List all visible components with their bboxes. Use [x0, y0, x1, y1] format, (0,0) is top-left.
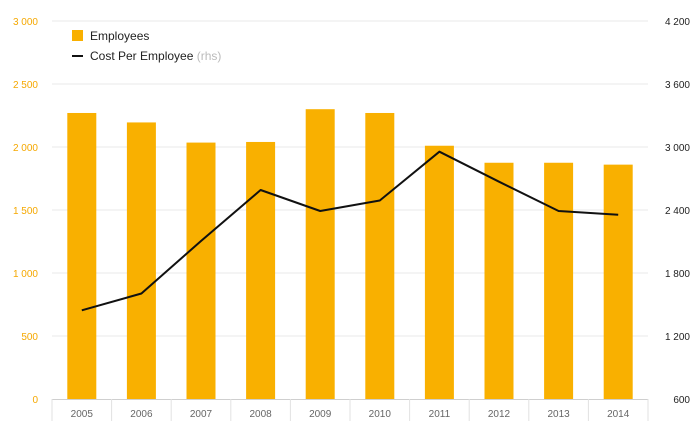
x-tick-label-2014: 2014	[607, 409, 630, 420]
legend-swatch-employees	[72, 30, 83, 41]
y-right-tick-label: 3 600	[665, 80, 690, 91]
bar-employees-2014	[603, 164, 633, 399]
y-right-tick-label: 1 800	[665, 269, 690, 280]
y-left-tick-label: 3 000	[13, 17, 38, 28]
x-tick-label-2009: 2009	[309, 409, 332, 420]
y-right-tick-label: 3 000	[665, 143, 690, 154]
x-tick-label-2005: 2005	[71, 409, 94, 420]
legend-label-employees: Employees	[90, 29, 149, 43]
legend-label-rhs-suffix: (rhs)	[197, 49, 222, 63]
x-tick-label-2006: 2006	[130, 409, 153, 420]
y-right-tick-label: 4 200	[665, 17, 690, 28]
bar-series-employees	[67, 109, 633, 400]
line-cost-per-employee	[81, 150, 619, 312]
y-right-tick-label: 2 400	[665, 206, 690, 217]
y-left-tick-label: 1 000	[13, 269, 38, 280]
bar-employees-2009	[305, 109, 335, 399]
bar-employees-2008	[246, 141, 276, 399]
legend-label-cost-per-employee: Cost Per Employee (rhs)	[90, 49, 221, 63]
bar-employees-2011	[424, 145, 454, 399]
y-left-tick-label: 2 500	[13, 80, 38, 91]
line-series-cost-per-employee	[81, 150, 619, 312]
x-tick-label-2010: 2010	[369, 409, 392, 420]
legend-label-cost-per-employee-name: Cost Per Employee	[90, 49, 194, 63]
bar-employees-2007	[186, 142, 216, 399]
x-tick-label-2012: 2012	[488, 409, 511, 420]
y-left-tick-label: 500	[21, 332, 38, 343]
y-right-tick-label: 1 200	[665, 332, 690, 343]
y-left-tick-label: 2 000	[13, 143, 38, 154]
x-tick-label-2013: 2013	[547, 409, 570, 420]
legend: Employees Cost Per Employee (rhs)	[72, 29, 221, 63]
x-tick-label-2008: 2008	[249, 409, 272, 420]
x-tick-label-2007: 2007	[190, 409, 213, 420]
bar-employees-2010	[365, 112, 395, 399]
bar-employees-2005	[67, 112, 97, 399]
x-tick-label-2011: 2011	[429, 409, 451, 420]
y-right-tick-label: 600	[673, 395, 690, 406]
bar-employees-2012	[484, 162, 514, 399]
y-left-tick-label: 1 500	[13, 206, 38, 217]
bar-employees-2006	[126, 122, 156, 400]
bar-employees-2013	[544, 162, 574, 399]
y-left-tick-label: 0	[32, 395, 38, 406]
axes: 2005 2006 2007 2008 2009 2010 2011 2012 2013 2014…	[13, 17, 690, 421]
